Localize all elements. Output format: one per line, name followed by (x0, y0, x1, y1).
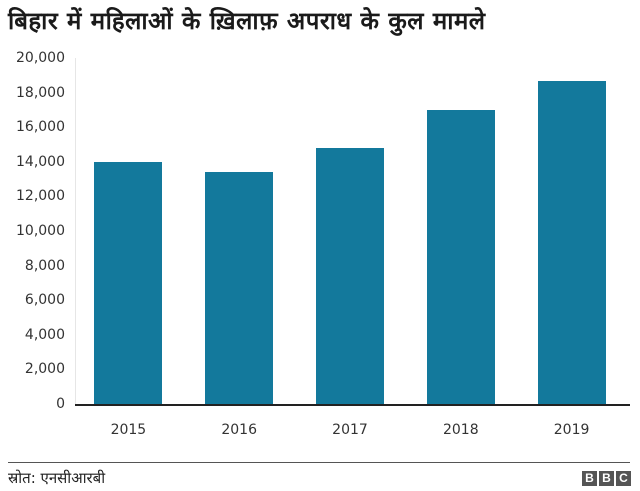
bar-2019 (537, 81, 606, 404)
footer-divider (8, 462, 630, 463)
y-tick-label: 20,000 (16, 50, 65, 66)
y-tick-label: 2,000 (24, 361, 65, 378)
y-tick-label: 4,000 (24, 326, 65, 343)
y-axis-line (75, 58, 76, 404)
bbc-logo-letter: C (616, 471, 631, 486)
bar-2017 (316, 147, 384, 404)
source-label: स्रोत: एनसीआरबी (8, 469, 106, 487)
y-tick-label: 8,000 (24, 257, 65, 274)
y-tick-label: 12,000 (16, 188, 65, 205)
bar-2016 (205, 172, 274, 404)
bar-2015 (94, 161, 163, 404)
chart-title: बिहार में महिलाओं के ख़िलाफ़ अपराध के कु… (8, 7, 486, 35)
y-tick-label: 14,000 (16, 153, 65, 170)
plot-area (75, 58, 629, 404)
x-tick-label: 2015 (110, 422, 147, 438)
y-tick-label: 0 (56, 396, 65, 412)
bar-2018 (426, 110, 495, 404)
x-tick-label: 2016 (221, 422, 257, 438)
y-tick-label: 10,000 (16, 223, 65, 239)
x-tick-label: 2018 (442, 422, 479, 438)
x-tick-label: 2019 (553, 422, 590, 438)
y-tick-label: 6,000 (24, 292, 65, 309)
y-tick-label: 18,000 (16, 84, 65, 101)
y-tick-label: 16,000 (16, 119, 65, 136)
bbc-logo: B B C (582, 471, 631, 486)
bbc-logo-letter: B (599, 471, 614, 486)
x-tick-label: 2017 (332, 422, 368, 438)
bbc-logo-letter: B (582, 471, 597, 486)
x-axis-baseline (75, 404, 630, 406)
